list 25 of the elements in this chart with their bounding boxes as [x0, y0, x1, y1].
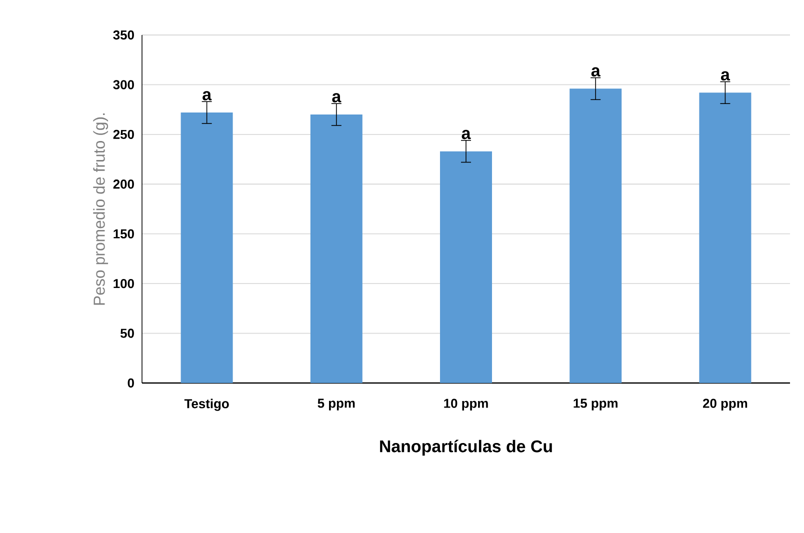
annotation: a — [721, 71, 730, 81]
y-tick-label: 200 — [113, 180, 134, 189]
annotation: a — [591, 67, 600, 77]
bar — [180, 112, 233, 383]
bar — [310, 114, 362, 383]
y-axis-title: Peso promedio de fruto (g). — [93, 113, 108, 305]
x-tick-label: 10 ppm — [444, 398, 488, 410]
bar — [440, 151, 492, 383]
y-tick-label: 300 — [113, 80, 134, 90]
y-tick-label: 250 — [113, 130, 134, 139]
y-tick-label: 150 — [114, 229, 134, 238]
x-tick-label: 20 ppm — [702, 398, 748, 410]
bar — [570, 88, 622, 383]
y-tick-label: 350 — [113, 30, 134, 40]
x-tick-label: 15 ppm — [574, 398, 618, 410]
annotation: a — [462, 130, 471, 140]
annotation: a — [202, 91, 212, 100]
x-tick-label: 5 ppm — [318, 398, 355, 410]
y-tick-label: 100 — [114, 278, 134, 288]
y-tick-label: 0 — [128, 378, 134, 388]
x-axis-title: Nanopartículas de Cu — [380, 440, 552, 456]
x-tick-label: Testigo — [184, 398, 229, 411]
bar — [699, 92, 752, 383]
y-tick-label: 50 — [120, 328, 134, 338]
annotation: a — [332, 93, 342, 102]
